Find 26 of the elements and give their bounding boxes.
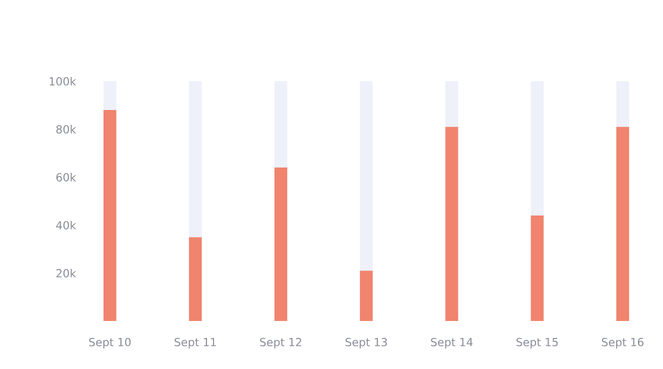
bar: [616, 126, 630, 322]
y-tick-label: 80k: [56, 124, 76, 134]
bar: [360, 81, 373, 271]
bar: [104, 81, 116, 110]
x-tick-label: Sept 13: [346, 338, 387, 348]
bar: [274, 81, 288, 168]
x-tick-label: Sept 10: [89, 338, 131, 348]
bar: [188, 237, 202, 322]
bar: [360, 270, 373, 322]
bar: [530, 81, 544, 216]
y-tick-label: 60k: [56, 172, 76, 182]
y-tick-label: 100k: [50, 76, 76, 86]
bar: [445, 81, 458, 127]
y-tick-label: 20k: [56, 268, 76, 278]
x-tick-label: Sept 15: [516, 338, 558, 348]
bar: [104, 110, 116, 322]
bar: [274, 168, 288, 322]
bar: [616, 81, 630, 127]
bar: [188, 81, 202, 238]
bar: [530, 215, 544, 322]
bar: [445, 126, 458, 322]
x-tick-label: Sept 12: [260, 338, 302, 348]
x-tick-label: Sept 11: [174, 338, 216, 348]
y-tick-label: 40k: [56, 220, 76, 230]
x-tick-label: Sept 14: [431, 338, 473, 348]
x-tick-label: Sept 16: [602, 338, 644, 348]
